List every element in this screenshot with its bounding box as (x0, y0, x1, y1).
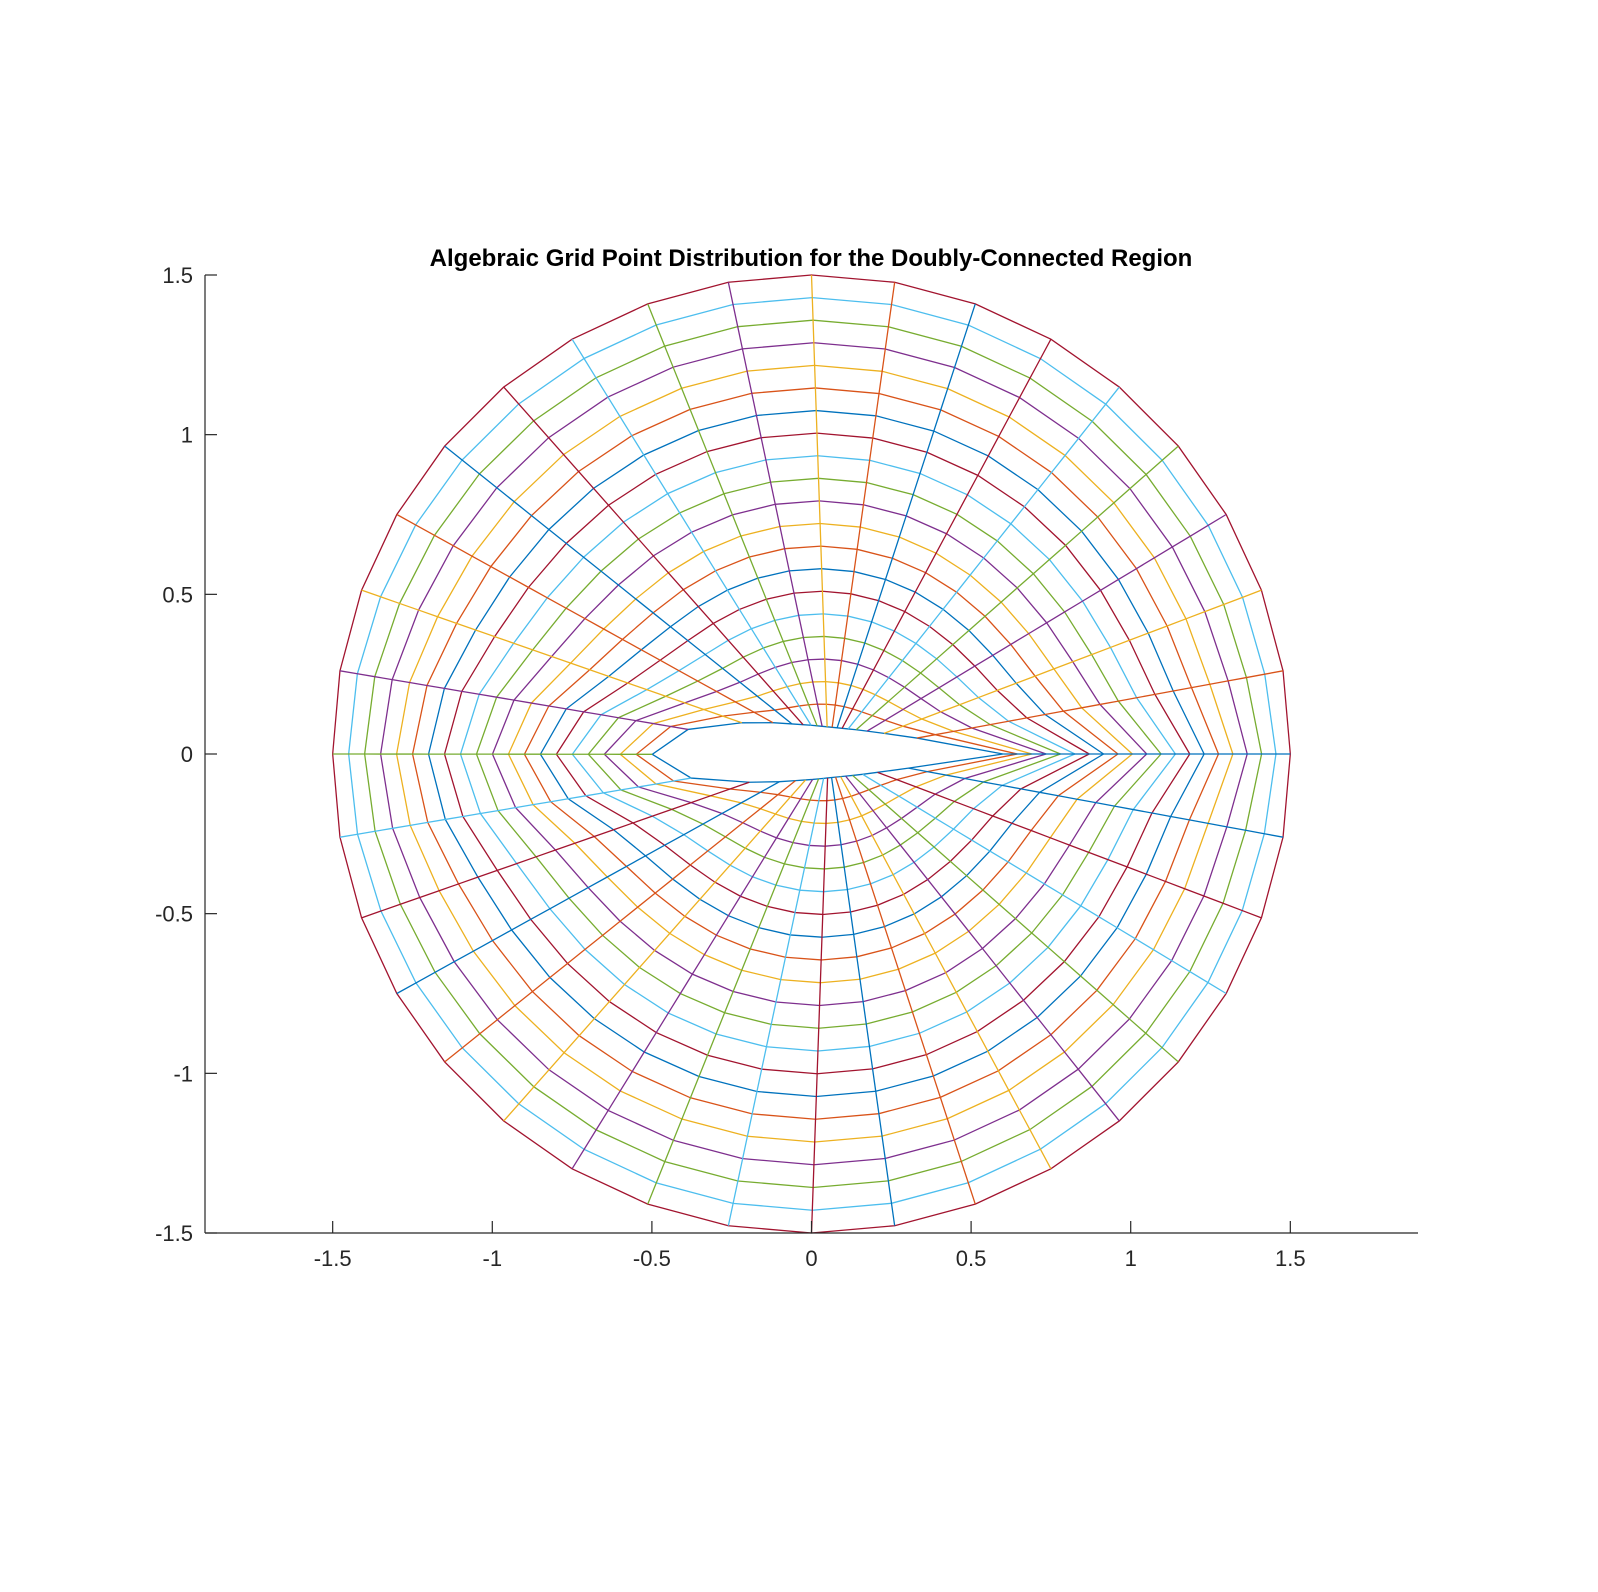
radial-grid-line (830, 777, 896, 1226)
radial-grid-line (834, 776, 976, 1205)
x-tick-label: -0.5 (633, 1246, 671, 1271)
radial-grid-line (361, 781, 750, 919)
radial-grid-line (444, 445, 793, 725)
radial-grid-line (571, 779, 814, 1170)
grid-lines (332, 274, 1291, 1234)
radial-grid-line (840, 776, 1052, 1170)
y-tick-label: 0.5 (162, 582, 193, 607)
radial-grid-line (339, 670, 689, 731)
radial-grid-line (845, 775, 1120, 1122)
radial-grid-line (916, 670, 1284, 739)
radial-grid-line (339, 777, 692, 838)
radial-grid-line (810, 274, 828, 727)
radial-grid-line (877, 771, 1262, 919)
radial-grid-line (571, 338, 812, 726)
radial-grid-line (847, 386, 1120, 730)
radial-grid-line (647, 778, 820, 1205)
y-tick-label: -1.5 (155, 1221, 193, 1246)
radial-grid-line (396, 513, 774, 724)
x-tick-label: -1 (483, 1246, 503, 1271)
x-tick-label: 0.5 (956, 1246, 987, 1271)
y-tick-label: 1 (181, 423, 193, 448)
y-tick-label: -1 (173, 1061, 193, 1086)
radial-grid-line (862, 773, 1227, 995)
radial-grid-line (866, 513, 1227, 732)
y-tick-label: 1.5 (162, 263, 193, 288)
radial-grid-line (831, 282, 896, 728)
x-tick-label: 1 (1125, 1246, 1137, 1271)
y-tick-label: -0.5 (155, 902, 193, 927)
radial-grid-line (883, 589, 1262, 734)
radial-grid-line (841, 338, 1052, 729)
radial-grid-line (444, 780, 796, 1063)
radial-grid-line (647, 303, 818, 727)
radial-grid-line (727, 778, 825, 1226)
x-tick-label: -1.5 (314, 1246, 352, 1271)
chart-title: Algebraic Grid Point Distribution for th… (430, 245, 1193, 272)
radial-grid-line (361, 589, 743, 724)
x-tick-label: 0 (805, 1246, 817, 1271)
axes: -1.5 -1 -0.5 0 0.5 1 1.5 -1.5 -1 -0.5 0 0.5 1 1.5 (155, 263, 1418, 1271)
radial-grid-line (727, 282, 823, 727)
x-tick-label: 1.5 (1275, 1246, 1306, 1271)
radial-grid-line (836, 303, 976, 729)
radial-grid-line (396, 781, 780, 995)
y-tick-label: 0 (181, 742, 193, 767)
radial-grid-line (908, 767, 1284, 838)
radial-grid-line (503, 386, 804, 726)
radial-grid-line (503, 779, 807, 1122)
radial-grid-line (810, 777, 829, 1234)
radial-grid-line (855, 445, 1179, 731)
radial-grid-line (852, 774, 1179, 1063)
